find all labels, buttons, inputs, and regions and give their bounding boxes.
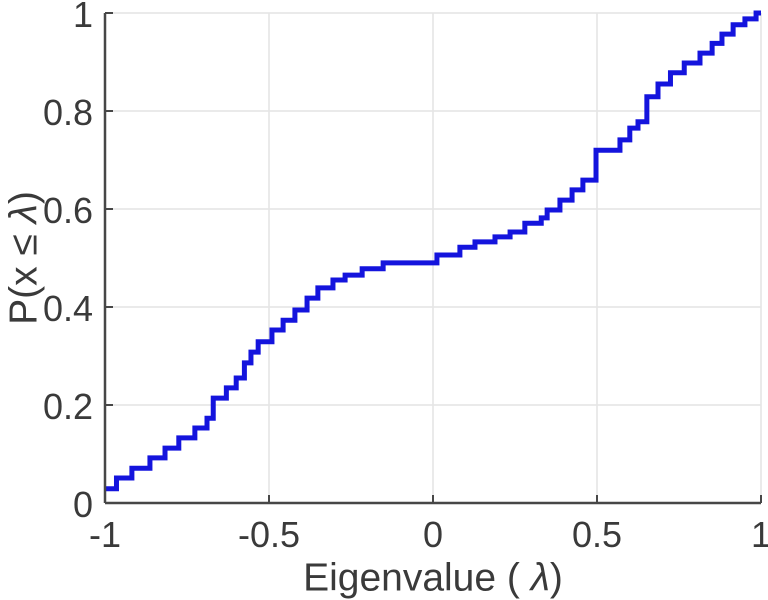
x-tick-label: -1: [89, 514, 121, 555]
x-tick-label: 1: [751, 514, 768, 555]
y-tick-label: 0.4: [43, 288, 93, 329]
x-axis-label: Eigenvalue ( λ): [303, 559, 563, 598]
y-tick-label: 0.8: [43, 92, 93, 133]
y-axis-label: P(x ≤ λ): [2, 191, 46, 325]
x-axis-label-close: ): [549, 556, 563, 600]
y-tick-label: 1: [73, 0, 93, 35]
ecdf-curve: [105, 10, 761, 492]
y-tick-label: 0.2: [43, 386, 93, 427]
lambda-symbol: λ: [530, 556, 550, 600]
x-tick-label: 0: [423, 514, 443, 555]
lambda-symbol: λ: [2, 204, 46, 224]
x-tick-label: -0.5: [238, 514, 300, 555]
y-tick-label: 0: [73, 484, 93, 525]
y-axis-label-text: P(x ≤: [2, 223, 46, 325]
y-axis-label-close: ): [2, 191, 46, 205]
x-axis-label-text: Eigenvalue (: [303, 556, 531, 600]
x-tick-label: 0.5: [572, 514, 622, 555]
y-tick-label: 0.6: [43, 190, 93, 231]
